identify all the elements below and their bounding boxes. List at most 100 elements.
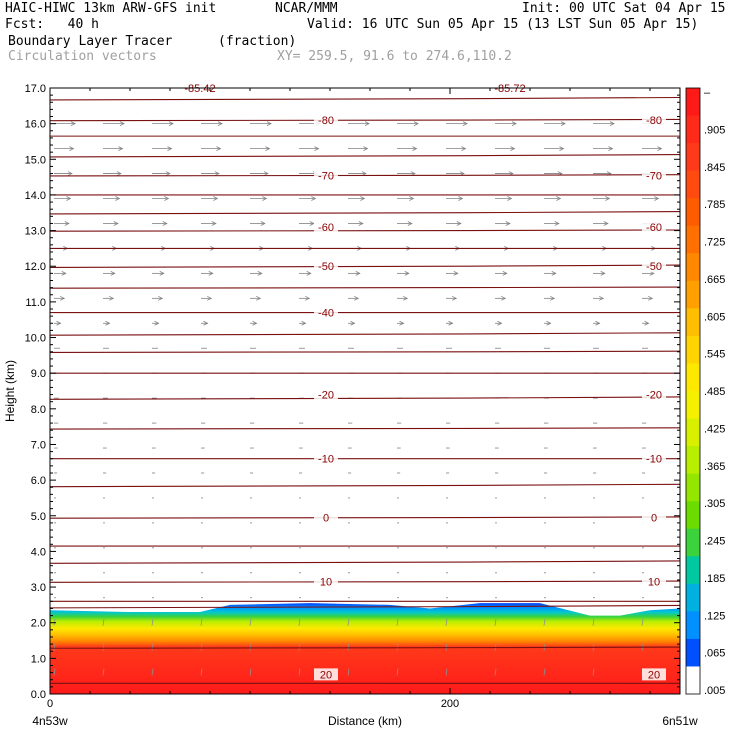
vector-arrow-head	[409, 196, 415, 201]
contour-label-bg	[642, 575, 666, 588]
vector-arrow-head	[458, 196, 464, 201]
vector-arrow-head	[560, 121, 566, 127]
x-tick-label: 200	[441, 698, 459, 710]
plot-area: 20 20 10 10 0 0 -10 -10 -20 -20 -40 -50 -50 -60 -60 -70…	[49, 82, 681, 694]
contour-line	[49, 118, 681, 122]
tracer-fill	[50, 603, 680, 694]
vector-arrow	[347, 668, 350, 676]
vector-arrow-head	[599, 295, 605, 301]
colorbar-swatch	[686, 198, 700, 227]
colorbar-swatch	[686, 556, 700, 585]
contour-label-bg	[642, 668, 666, 681]
contour-label: 0	[323, 513, 329, 525]
vector-arrow	[102, 668, 105, 676]
contour-label-bg	[642, 511, 666, 524]
contour-label-bg	[314, 114, 338, 127]
vector-arrow-head	[648, 295, 654, 301]
contour-label-bg	[642, 114, 666, 127]
vector-arrow-head	[208, 271, 214, 276]
vector-arrow-head	[61, 271, 67, 276]
y-tick-label: 7.0	[31, 439, 46, 451]
vector-arrow-head	[217, 121, 223, 127]
colorbar-label: .365	[704, 461, 725, 473]
vector-arrow-head	[69, 146, 75, 151]
vector-arrow-head	[358, 221, 364, 226]
vector-arrow-head	[456, 221, 462, 226]
vector-arrow	[445, 668, 448, 676]
vector-arrow-head	[263, 171, 269, 176]
contour-label: -50	[646, 261, 662, 273]
vector-arrow-head	[413, 121, 419, 127]
vector-arrow	[347, 618, 350, 626]
contour-label: -20	[318, 390, 334, 402]
field-name: Boundary Layer Tracer	[8, 34, 173, 49]
vector-arrow-head	[309, 221, 315, 226]
contour-label-bg	[314, 221, 338, 234]
colorbar-swatch	[686, 611, 700, 640]
vector-arrow-head	[461, 146, 467, 151]
y-tick-label: 3.0	[31, 582, 46, 594]
vector-arrow	[200, 618, 203, 626]
vector-arrow-head	[412, 146, 418, 151]
vector-arrow-head	[407, 221, 413, 226]
vector-arrow-head	[554, 221, 560, 226]
colorbar-swatch	[686, 638, 700, 667]
vector-arrow-head	[118, 146, 124, 151]
colorbar-label: –	[704, 87, 711, 99]
y-tick-label: 16.0	[25, 119, 46, 131]
vector-arrow-head	[113, 221, 119, 226]
colorbar-swatch	[686, 335, 700, 364]
vector-arrow	[249, 618, 252, 626]
vector-arrow-head	[550, 295, 556, 301]
colorbar-swatch	[686, 88, 700, 117]
y-tick-label: 6.0	[31, 475, 46, 487]
vector-arrow-head	[462, 121, 468, 127]
vector-arrow-head	[305, 295, 311, 301]
vector-arrow-head	[110, 271, 116, 276]
init-time: Init: 00 UTC Sat 04 Apr 15	[522, 1, 726, 16]
contour-line	[49, 427, 681, 430]
contour-line	[49, 286, 681, 289]
colorbar-label: .845	[704, 162, 725, 174]
vector-arrow-head	[605, 196, 611, 201]
colorbar-swatch	[686, 115, 700, 144]
x-tick-label: 0	[47, 698, 53, 710]
colorbar-frame	[685, 87, 701, 695]
x-start-location: 4n53w	[32, 714, 68, 728]
xy-section-label: XY= 259.5, 91.6 to 274.6,110.2	[277, 49, 512, 64]
contour-label: -20	[646, 390, 662, 402]
colorbar-label: .125	[704, 610, 725, 622]
vector-arrow-head	[64, 221, 70, 226]
vector-arrow	[102, 643, 105, 651]
vector-arrow-head	[657, 146, 663, 151]
contour-line	[49, 580, 681, 583]
y-tick-label: 9.0	[31, 368, 46, 380]
vector-arrow-head	[164, 196, 170, 201]
vector-arrow-head	[66, 196, 72, 201]
vector-arrow-head	[56, 320, 62, 326]
vector-arrow	[543, 618, 546, 626]
vector-arrow-head	[510, 146, 516, 151]
contour-label: -85.42	[184, 83, 215, 95]
contour-line	[49, 516, 681, 519]
contour-line	[49, 604, 681, 609]
colorbar: – .905 .845 .785 .725 .665 .605 .545 .485 .425 .36…	[685, 87, 725, 697]
contour-label-bg	[642, 169, 666, 182]
contour-line	[49, 229, 681, 232]
forecast-hour: Fcst: 40 h	[5, 17, 99, 32]
vector-arrow-head	[497, 320, 503, 326]
contour-label: -60	[318, 222, 334, 234]
vector-arrow-head	[403, 295, 409, 301]
y-tick-label: 12.0	[25, 261, 46, 273]
vector-arrow-head	[360, 196, 366, 201]
vector-arrow-head	[452, 295, 458, 301]
vector-arrow-head	[511, 121, 517, 127]
vector-arrow-head	[556, 196, 562, 201]
colorbar-label: .485	[704, 386, 725, 398]
y-tick-label: 15.0	[25, 154, 46, 166]
temperature-contours: 20 20 10 10 0 0 -10 -10 -20 -20 -40 -50 -50 -60 -60 -70…	[49, 82, 681, 684]
vector-arrow-head	[306, 271, 312, 276]
vector-arrow	[298, 618, 301, 626]
colorbar-swatch	[686, 501, 700, 530]
colorbar-label: .425	[704, 423, 725, 435]
